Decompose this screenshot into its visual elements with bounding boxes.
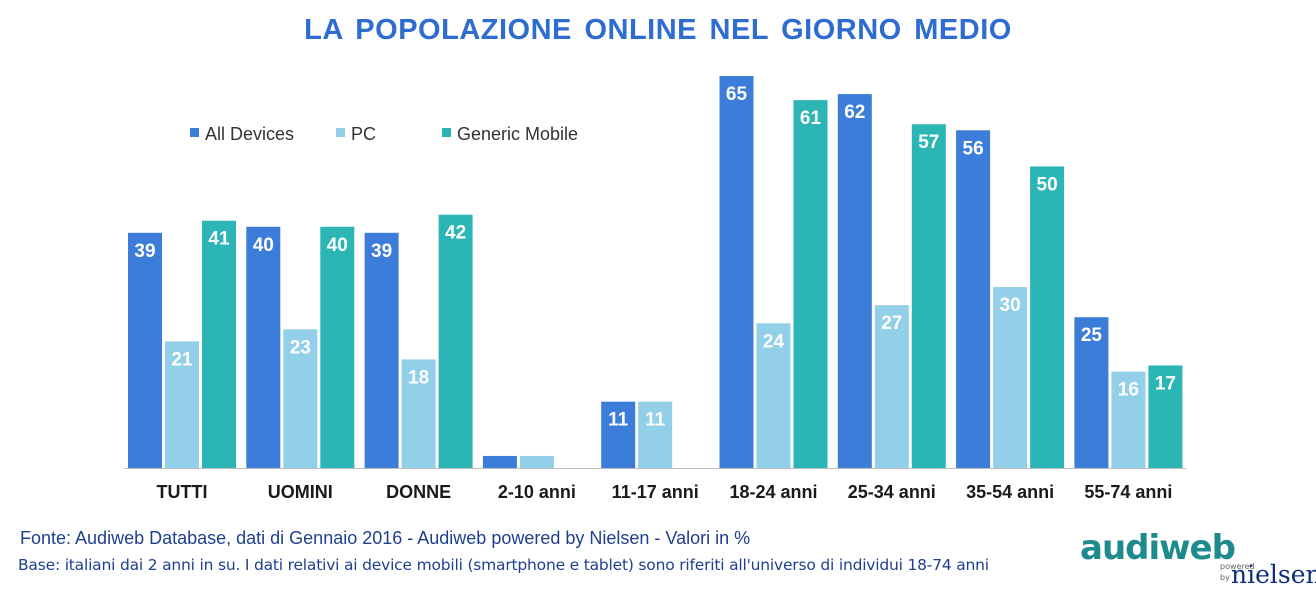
base-note: Base: italiani dai 2 anni in su. I dati … xyxy=(18,556,989,574)
bar-all-devices-tutti xyxy=(128,232,162,468)
source-note: Fonte: Audiweb Database, dati di Gennaio… xyxy=(20,528,751,548)
chart-title: LA POPOLAZIONE ONLINE NEL GIORNO MEDIO xyxy=(304,14,1012,46)
x-tick-label: 55-74 anni xyxy=(1084,482,1172,502)
x-tick-label: 2-10 anni xyxy=(498,482,576,502)
bar-all-devices-uomini xyxy=(246,226,281,468)
x-tick-label: DONNE xyxy=(386,482,451,502)
bar-pc-55-74-anni xyxy=(1111,371,1146,468)
data-label: 23 xyxy=(290,337,311,358)
data-label: 56 xyxy=(963,138,984,159)
x-tick-labels: TUTTI UOMINI DONNE 2-10 anni 11-17 anni 18-24… xyxy=(157,482,1173,502)
bar-pc-11-17-anni xyxy=(638,401,673,468)
data-label: 11 xyxy=(608,410,629,431)
data-label: 50 xyxy=(1037,174,1058,195)
data-label: 61 xyxy=(800,108,822,129)
bar-generic-mobile-25-34-anni xyxy=(911,124,946,468)
data-label: 57 xyxy=(918,132,939,153)
bar-all-devices-2-10-anni xyxy=(482,455,517,468)
x-tick-label: 35-54 anni xyxy=(966,482,1054,502)
data-label: 65 xyxy=(726,84,748,105)
data-label: 18 xyxy=(408,367,429,388)
bar-all-devices-11-17-anni xyxy=(601,401,636,468)
legend-swatch xyxy=(442,128,451,137)
data-label: 62 xyxy=(844,102,865,123)
legend: All Devices PC Generic Mobile xyxy=(190,124,578,144)
bar-all-devices-25-34-anni xyxy=(837,94,872,468)
data-label: 39 xyxy=(134,241,155,262)
legend-label: All Devices xyxy=(205,124,294,144)
legend-swatch xyxy=(190,128,199,137)
bar-all-devices-55-74-anni xyxy=(1074,317,1109,468)
legend-swatch xyxy=(336,128,345,137)
data-label: 30 xyxy=(1000,295,1021,316)
data-label: 24 xyxy=(763,331,785,352)
data-label: 41 xyxy=(208,229,230,250)
x-tick-label: 25-34 anni xyxy=(848,482,936,502)
bar-pc-donne xyxy=(401,359,436,468)
bar-generic-mobile-uomini xyxy=(320,226,355,468)
bar-all-devices-donne xyxy=(364,232,399,468)
x-tick-label: 11-17 anni xyxy=(612,482,699,502)
data-label: 17 xyxy=(1155,373,1176,394)
logo-by-text: by xyxy=(1220,573,1230,582)
legend-label: Generic Mobile xyxy=(457,124,578,144)
x-tick-label: UOMINI xyxy=(268,482,333,502)
data-label: 21 xyxy=(171,349,193,370)
legend-label: PC xyxy=(351,124,376,144)
bar-pc-25-34-anni xyxy=(874,305,909,468)
data-label: 40 xyxy=(253,235,274,256)
data-label: 25 xyxy=(1081,325,1103,346)
bar-generic-mobile-donne xyxy=(438,214,473,468)
data-label: 42 xyxy=(445,223,466,244)
audiweb-nielsen-logo: audiweb powered by nielsen xyxy=(1080,528,1316,590)
bar-generic-mobile-tutti xyxy=(202,220,236,468)
bar-all-devices-35-54-anni xyxy=(956,130,991,468)
bar-pc-2-10-anni xyxy=(519,455,554,468)
data-label: 40 xyxy=(327,235,348,256)
bars-group: 39 21 41 40 23 40 39 18 42 11 11 65 24 61 62 27 57 56 30 50… xyxy=(128,76,1183,468)
x-tick-label: TUTTI xyxy=(157,482,208,502)
bar-pc-18-24-anni xyxy=(756,323,791,468)
bar-generic-mobile-35-54-anni xyxy=(1030,166,1065,468)
bar-all-devices-18-24-anni xyxy=(719,76,754,468)
x-tick-label: 18-24 anni xyxy=(729,482,817,502)
audiweb-logo-text: audiweb xyxy=(1080,528,1236,568)
bar-chart: All Devices PC Generic Mobile 39 21 41 40 23 40… xyxy=(124,76,1186,502)
data-label: 16 xyxy=(1118,380,1139,401)
data-label: 11 xyxy=(645,410,666,431)
bar-pc-uomini xyxy=(283,329,318,468)
bar-pc-tutti xyxy=(165,341,199,468)
logo-powered-text: powered xyxy=(1220,562,1255,571)
bar-generic-mobile-55-74-anni xyxy=(1148,365,1183,468)
nielsen-logo-text: nielsen xyxy=(1231,560,1316,589)
bar-generic-mobile-18-24-anni xyxy=(793,100,828,468)
data-label: 27 xyxy=(881,313,902,334)
bar-pc-35-54-anni xyxy=(993,287,1028,468)
data-label: 39 xyxy=(371,241,392,262)
